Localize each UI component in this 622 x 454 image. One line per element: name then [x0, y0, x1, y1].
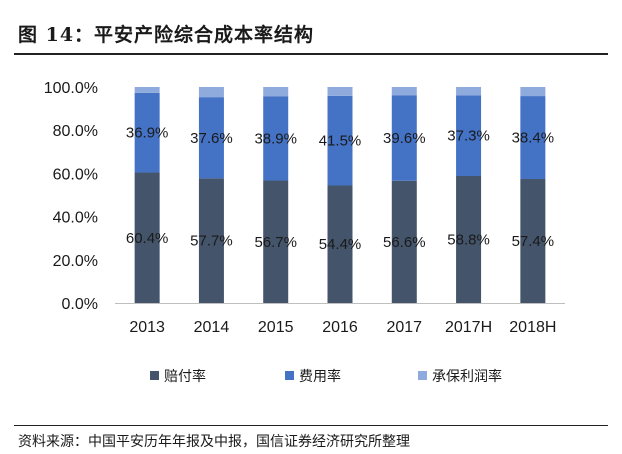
data-label: 38.9%	[254, 131, 297, 148]
bar-segment	[263, 180, 289, 303]
data-label: 37.3%	[447, 128, 490, 145]
figure-title: 图 14：平安产险综合成本率结构	[18, 24, 315, 46]
bar-segment	[520, 96, 546, 180]
bar-segment	[456, 95, 482, 176]
data-label: 56.7%	[254, 234, 297, 251]
bar-segment	[456, 175, 482, 303]
legend-label: 承保利润率	[432, 368, 502, 385]
bar-segment	[520, 179, 546, 303]
x-tick-label: 2017	[386, 319, 422, 336]
y-tick-label: 80.0%	[53, 123, 98, 140]
x-tick-label: 2018H	[509, 319, 556, 336]
title-divider	[14, 53, 608, 55]
y-tick-label: 100.0%	[44, 80, 98, 97]
data-label: 37.6%	[190, 130, 233, 147]
data-label: 38.4%	[512, 130, 555, 147]
data-label: 39.6%	[383, 130, 426, 147]
bar-segment	[391, 95, 417, 181]
y-tick-label: 0.0%	[62, 296, 98, 313]
bar-segment	[327, 185, 353, 303]
bar-segment	[198, 97, 224, 179]
bar-segment	[134, 92, 160, 173]
plot-area: 60.4% 36.9% 57.7% 37.6% 56.7% 38.9% 54.4% 41.5%…	[126, 87, 554, 303]
bar-segment	[520, 87, 546, 97]
x-axis: 2013 2014 2015 2016 2017 2017H 2018H	[129, 319, 556, 336]
x-tick-label: 2014	[194, 319, 230, 336]
data-label: 57.7%	[190, 233, 233, 250]
legend-label: 赔付率	[164, 368, 206, 385]
data-label: 54.4%	[319, 236, 362, 253]
data-label: 60.4%	[126, 230, 169, 247]
x-tick-label: 2015	[258, 319, 294, 336]
bar-segment	[198, 87, 224, 98]
bar-segment	[263, 96, 289, 181]
y-tick-label: 40.0%	[53, 210, 98, 227]
bar-segment	[327, 87, 353, 96]
data-label: 58.8%	[447, 231, 490, 248]
x-tick-label: 2017H	[445, 319, 492, 336]
y-tick-label: 20.0%	[53, 253, 98, 270]
x-tick-label: 2013	[129, 319, 165, 336]
y-axis: 0.0% 20.0% 40.0% 60.0% 80.0% 100.0%	[44, 80, 98, 313]
bar-segment	[327, 95, 353, 186]
bar-segment	[391, 180, 417, 303]
data-label: 41.5%	[319, 133, 362, 150]
data-label: 36.9%	[126, 125, 169, 142]
data-label: 57.4%	[512, 233, 555, 250]
source-note: 资料来源：中国平安历年年报及中报，国信证券经济研究所整理	[18, 434, 410, 450]
bar-segment	[391, 87, 417, 96]
legend-label: 费用率	[299, 368, 341, 385]
legend-swatch	[418, 371, 427, 380]
legend: 赔付率 费用率 承保利润率	[150, 368, 502, 385]
y-tick-label: 60.0%	[53, 166, 98, 183]
bar-segment	[263, 87, 289, 97]
source-divider	[14, 425, 608, 426]
bar-segment	[134, 172, 160, 303]
bar-segment	[456, 87, 482, 96]
legend-swatch	[285, 371, 294, 380]
legend-swatch	[150, 371, 159, 380]
x-tick-label: 2016	[322, 319, 358, 336]
data-label: 56.6%	[383, 234, 426, 251]
stacked-bar-chart: 0.0% 20.0% 40.0% 60.0% 80.0% 100.0% 60.4% 36.9…	[44, 80, 565, 385]
bar-segment	[198, 178, 224, 303]
bar-segment	[134, 87, 160, 93]
